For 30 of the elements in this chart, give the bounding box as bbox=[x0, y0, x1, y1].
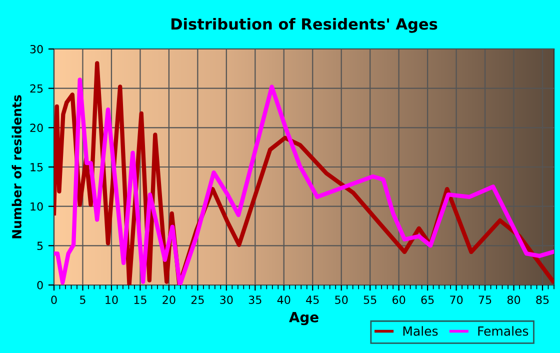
x-tick-label: 35 bbox=[248, 296, 262, 304]
y-tick-label: 15 bbox=[30, 163, 43, 172]
y-tick-label: 25 bbox=[30, 84, 43, 93]
x-tick-label: 45 bbox=[306, 296, 319, 304]
x-axis-title: Age bbox=[289, 312, 318, 326]
y-axis-title: Number of residents bbox=[12, 95, 22, 238]
x-tick-label: 30 bbox=[220, 296, 233, 304]
x-tick-label: 85 bbox=[536, 296, 549, 304]
x-tick-label: 50 bbox=[335, 296, 348, 304]
legend-label: Males bbox=[403, 326, 438, 336]
x-tick-label: 60 bbox=[392, 296, 406, 304]
y-tick-label: 0 bbox=[37, 280, 43, 290]
x-tick-label: 5 bbox=[80, 296, 86, 304]
x-tick-label: 40 bbox=[277, 296, 290, 304]
x-tick-label: 10 bbox=[106, 296, 118, 304]
y-tick-label: 30 bbox=[30, 44, 43, 54]
legend-label: Females bbox=[478, 326, 528, 336]
x-tick-label: 0 bbox=[51, 296, 57, 304]
x-tick-label: 20 bbox=[162, 296, 176, 304]
y-tick-label: 10 bbox=[30, 202, 43, 211]
x-tick-label: 15 bbox=[134, 296, 146, 304]
x-tick-label: 80 bbox=[507, 296, 520, 304]
x-tick-label: 65 bbox=[421, 296, 434, 304]
chart-title: Distribution of Residents' Ages bbox=[171, 18, 438, 33]
x-tick-label: 75 bbox=[478, 296, 492, 304]
y-tick-label: 20 bbox=[30, 124, 43, 132]
x-tick-label: 70 bbox=[450, 296, 463, 304]
x-tick-label: 25 bbox=[191, 296, 204, 304]
x-tick-label: 55 bbox=[364, 296, 376, 304]
y-tick-label: 5 bbox=[37, 242, 43, 250]
